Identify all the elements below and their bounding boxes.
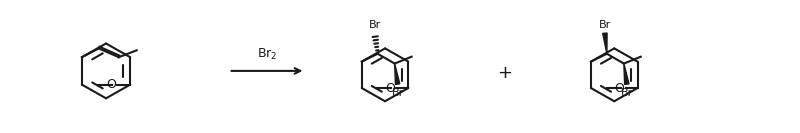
Text: Br$_2$: Br$_2$ [257,47,277,62]
Text: +: + [497,64,512,82]
Text: Br: Br [369,20,381,30]
Polygon shape [624,64,629,84]
Polygon shape [602,33,607,54]
Text: Br: Br [391,88,404,98]
Text: O: O [106,78,116,91]
Text: O: O [614,82,625,95]
Polygon shape [394,64,400,84]
Text: O: O [386,82,395,95]
Text: Br: Br [598,20,611,30]
Text: Br: Br [621,88,633,98]
